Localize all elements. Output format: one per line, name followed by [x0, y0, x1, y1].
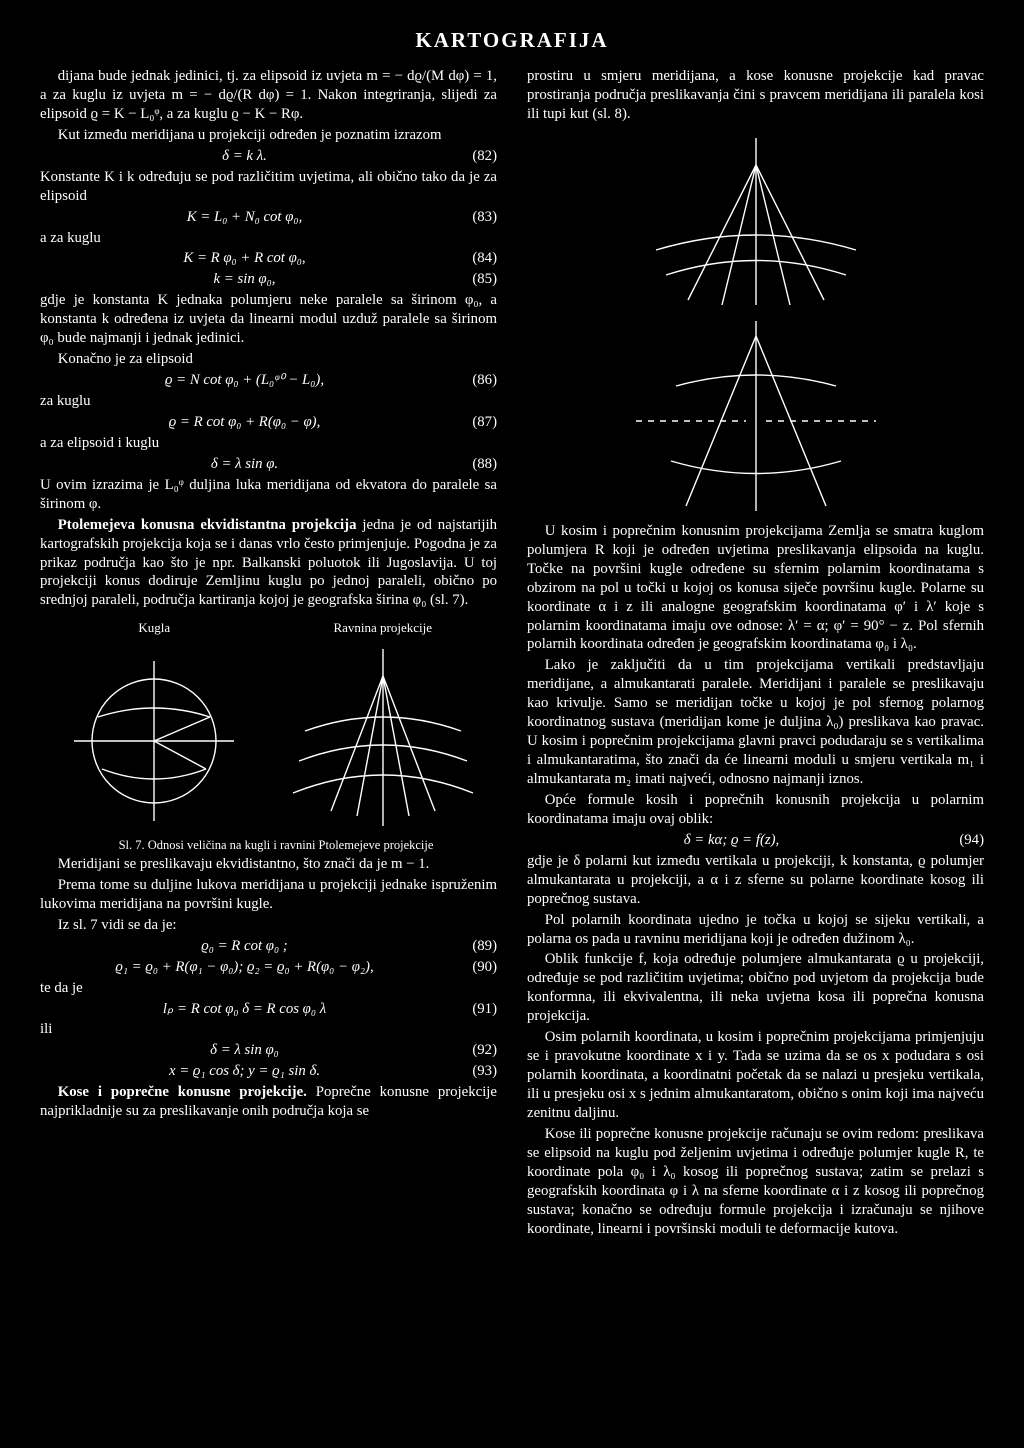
para: Oblik funkcije f, koja određuje polumjer… [527, 950, 984, 1026]
bold-lead: Ptolemejeva konusna ekvidistantna projek… [58, 517, 357, 533]
eq-number: (92) [449, 1041, 497, 1060]
para: Prema tome su duljine lukova meridijana … [40, 876, 497, 914]
equation-87: ϱ = R cot φ₀ + R(φ₀ − φ), (87) [40, 413, 497, 432]
para: Kut između meridijana u projekciji određ… [40, 126, 497, 145]
formula: δ = kα; ϱ = f(z), [527, 831, 936, 850]
eq-number: (82) [449, 147, 497, 166]
fig8-top-svg [616, 130, 896, 310]
eq-number: (90) [449, 958, 497, 977]
formula: K = R φ₀ + R cot φ₀, [40, 249, 449, 268]
formula: K = L₀ + N₀ cot φ₀, [40, 208, 449, 227]
formula: k = sin φ₀, [40, 270, 449, 289]
figure-8-bottom [616, 316, 896, 516]
equation-92: δ = λ sin φ₀ (92) [40, 1041, 497, 1060]
fig7-caption: Sl. 7. Odnosi veličina na kugli i ravnin… [40, 837, 497, 853]
para: Konačno je za elipsoid [40, 350, 497, 369]
para: ili [40, 1020, 497, 1039]
para: dijana bude jednak jedinici, tj. za elip… [40, 67, 497, 124]
para: za kuglu [40, 392, 497, 411]
equation-84: K = R φ₀ + R cot φ₀, (84) [40, 249, 497, 268]
eq-number: (83) [449, 208, 497, 227]
formula: δ = k λ. [40, 147, 449, 166]
para: gdje je konstanta K jednaka polumjeru ne… [40, 291, 497, 348]
equation-83: K = L₀ + N₀ cot φ₀, (83) [40, 208, 497, 227]
left-column: dijana bude jednak jedinici, tj. za elip… [40, 67, 497, 1241]
fig7-right-svg [283, 641, 483, 831]
equation-90: ϱ₁ = ϱ₀ + R(φ₁ − φ₀); ϱ₂ = ϱ₀ + R(φ₀ − φ… [40, 958, 497, 977]
page-title: KARTOGRAFIJA [40, 28, 984, 53]
formula: ϱ₀ = R cot φ₀ ; [40, 937, 449, 956]
eq-number: (86) [449, 371, 497, 390]
formula: ϱ = N cot φ₀ + (L₀ᵠ⁰ − L₀), [40, 371, 449, 390]
para: te da je [40, 979, 497, 998]
para: Iz sl. 7 vidi se da je: [40, 916, 497, 935]
equation-82: δ = k λ. (82) [40, 147, 497, 166]
para: U ovim izrazima je L₀ᵠ duljina luka meri… [40, 476, 497, 514]
para: Opće formule kosih i poprečnih konusnih … [527, 791, 984, 829]
eq-number: (91) [449, 1000, 497, 1019]
eq-number: (88) [449, 455, 497, 474]
para: Meridijani se preslikavaju ekvidistantno… [40, 855, 497, 874]
eq-number: (93) [449, 1062, 497, 1081]
fig7-left: Kugla [54, 620, 254, 831]
para: Ptolemejeva konusna ekvidistantna projek… [40, 516, 497, 611]
eq-number: (84) [449, 249, 497, 268]
bold-lead: Kose i poprečne konusne projekcije. [58, 1084, 307, 1100]
para: Kose ili poprečne konusne projekcije rač… [527, 1125, 984, 1239]
para: prostiru u smjeru meridijana, a kose kon… [527, 67, 984, 124]
para: Osim polarnih koordinata, u kosim i popr… [527, 1028, 984, 1123]
formula: lₚ = R cot φ₀ δ = R cos φ₀ λ [40, 1000, 449, 1019]
para: gdje je δ polarni kut između vertikala u… [527, 852, 984, 909]
formula: ϱ₁ = ϱ₀ + R(φ₁ − φ₀); ϱ₂ = ϱ₀ + R(φ₀ − φ… [40, 958, 449, 977]
para: Konstante K i k određuju se pod različit… [40, 168, 497, 206]
para: a za elipsoid i kuglu [40, 434, 497, 453]
formula: δ = λ sin φ₀ [40, 1041, 449, 1060]
equation-89: ϱ₀ = R cot φ₀ ; (89) [40, 937, 497, 956]
para: Pol polarnih koordinata ujedno je točka … [527, 911, 984, 949]
para: Lako je zaključiti da u tim projekcijama… [527, 656, 984, 789]
fig7-right-label: Ravnina projekcije [283, 620, 483, 637]
eq-number: (94) [936, 831, 984, 850]
fig7-left-label: Kugla [54, 620, 254, 637]
equation-86: ϱ = N cot φ₀ + (L₀ᵠ⁰ − L₀), (86) [40, 371, 497, 390]
para: a za kuglu [40, 229, 497, 248]
equation-93: x = ϱ₁ cos δ; y = ϱ₁ sin δ. (93) [40, 1062, 497, 1081]
eq-number: (85) [449, 270, 497, 289]
figure-7: Kugla Ravnina proje [40, 620, 497, 831]
equation-91: lₚ = R cot φ₀ δ = R cos φ₀ λ (91) [40, 1000, 497, 1019]
equation-85: k = sin φ₀, (85) [40, 270, 497, 289]
formula: ϱ = R cot φ₀ + R(φ₀ − φ), [40, 413, 449, 432]
eq-number: (89) [449, 937, 497, 956]
formula: x = ϱ₁ cos δ; y = ϱ₁ sin δ. [40, 1062, 449, 1081]
two-column-layout: dijana bude jednak jedinici, tj. za elip… [40, 67, 984, 1241]
equation-94: δ = kα; ϱ = f(z), (94) [527, 831, 984, 850]
figure-8-top [616, 130, 896, 310]
formula: δ = λ sin φ. [40, 455, 449, 474]
fig7-right: Ravnina projekcije [283, 620, 483, 831]
fig7-left-svg [54, 641, 254, 831]
eq-number: (87) [449, 413, 497, 432]
para: Kose i poprečne konusne projekcije. Popr… [40, 1083, 497, 1121]
para: U kosim i poprečnim konusnim projekcijam… [527, 522, 984, 655]
fig8-bottom-svg [616, 316, 896, 516]
right-column: prostiru u smjeru meridijana, a kose kon… [527, 67, 984, 1241]
equation-88: δ = λ sin φ. (88) [40, 455, 497, 474]
